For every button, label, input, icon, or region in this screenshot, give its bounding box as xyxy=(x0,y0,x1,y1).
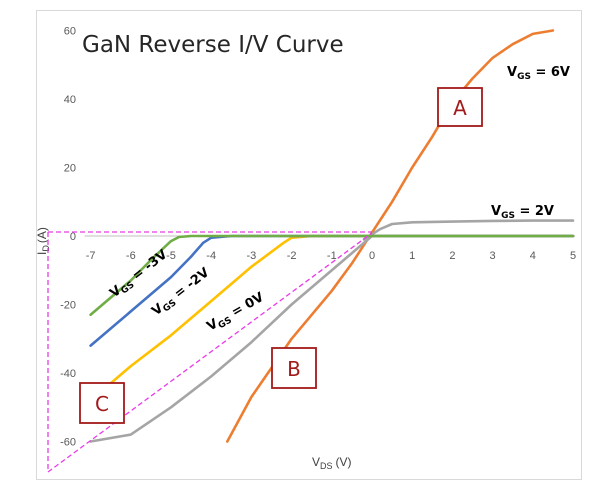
y-tick-label: 60 xyxy=(64,26,76,38)
y-tick-label: -60 xyxy=(60,437,76,449)
label-vgs-2v-main: V xyxy=(491,204,501,219)
series-line-5 xyxy=(89,234,575,317)
label-vgs-2v-sub: GS xyxy=(501,211,515,221)
y-tick-label: 20 xyxy=(64,163,76,175)
box-c-label: C xyxy=(95,392,109,416)
y-tick-label: 40 xyxy=(64,94,76,106)
box-c: C xyxy=(79,382,125,424)
label-vgs-6v-main: V xyxy=(507,65,517,80)
x-tick-label: -7 xyxy=(86,250,96,262)
x-axis-ticks: -7 -6 -5 -4 -3 -2 -1 0 1 2 3 4 5 xyxy=(86,250,576,262)
x-tick-label: 5 xyxy=(570,250,576,262)
x-tick-label: 4 xyxy=(530,250,536,262)
y-tick-label: 0 xyxy=(70,231,76,243)
x-axis-label: VDS (V) xyxy=(312,455,352,471)
box-a-frame xyxy=(437,87,483,127)
x-tick-label: -3 xyxy=(247,250,257,262)
box-a-label: A xyxy=(453,96,467,120)
label-vgs-6v: VGS = 6V xyxy=(507,65,570,82)
dashed-guides xyxy=(47,231,373,473)
y-axis-ticks: 60 40 20 0 -20 -40 -60 xyxy=(60,26,76,449)
label-vgs-2v-rest: = 2V xyxy=(515,204,554,219)
x-tick-label: 3 xyxy=(490,250,496,262)
x-tick-label: 1 xyxy=(409,250,415,262)
series-line-1 xyxy=(362,219,575,241)
chart-frame xyxy=(36,10,582,480)
x-tick-label: -6 xyxy=(126,250,136,262)
y-tick-label: -40 xyxy=(60,368,76,380)
x-tick-label: -1 xyxy=(327,250,337,262)
box-a: A xyxy=(437,87,483,127)
chart-title: GaN Reverse I/V Curve xyxy=(82,32,344,58)
guide-diagonal xyxy=(47,232,373,473)
y-axis-label-main: I xyxy=(35,252,49,255)
label-vgs-neg3v: VGS = -3V xyxy=(107,247,171,303)
y-axis-label-sub: D xyxy=(41,245,51,252)
label-vgs-2v: VGS = 2V xyxy=(491,204,554,221)
label-vgs-neg2v-rest: = -2V xyxy=(168,265,212,304)
x-tick-label: 2 xyxy=(449,250,455,262)
series-line-2 xyxy=(89,234,575,443)
series-line-0 xyxy=(226,29,555,443)
box-c-frame xyxy=(79,382,125,424)
series-line-3 xyxy=(109,234,575,385)
label-vgs-neg2v: VGS = -2V xyxy=(149,265,213,321)
x-axis-label-sub: DS xyxy=(320,461,333,471)
label-vgs-0v-rest: = 0V xyxy=(225,290,266,323)
x-tick-label: -2 xyxy=(287,250,297,262)
y-axis-label: ID (A) xyxy=(35,227,51,255)
box-b: B xyxy=(271,347,317,389)
x-tick-label: -4 xyxy=(206,250,216,262)
label-vgs-6v-sub: GS xyxy=(517,72,531,82)
series-layer xyxy=(89,29,575,443)
caption-strip xyxy=(0,480,592,492)
box-b-label: B xyxy=(287,357,301,381)
y-tick-label: -20 xyxy=(60,300,76,312)
x-axis-label-main: V xyxy=(312,455,320,469)
x-tick-label: 0 xyxy=(369,250,375,262)
y-axis-label-unit: (A) xyxy=(35,227,49,243)
box-b-frame xyxy=(271,347,317,389)
label-vgs-0v: VGS = 0V xyxy=(205,290,268,336)
label-vgs-6v-rest: = 6V xyxy=(531,65,570,80)
x-tick-label: -5 xyxy=(166,250,176,262)
x-axis-label-unit: (V) xyxy=(336,455,352,469)
